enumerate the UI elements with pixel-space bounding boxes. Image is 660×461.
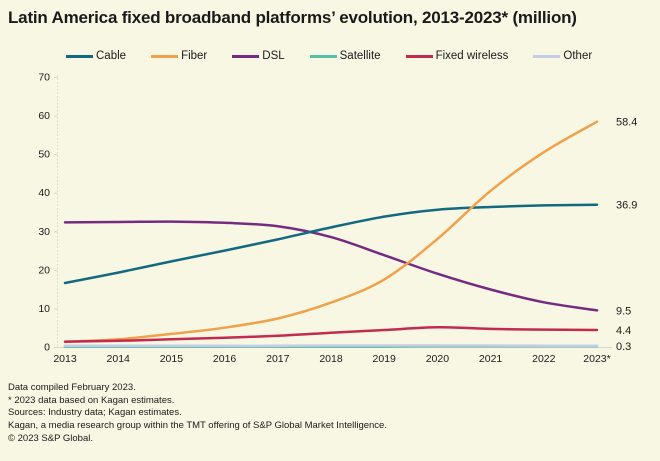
legend-swatch-other — [533, 54, 561, 58]
end-value-label-other: 0.3 — [616, 341, 631, 353]
footer-line-2: * 2023 data based on Kagan estimates. — [8, 394, 175, 406]
x-tick-label-2014: 2014 — [107, 353, 131, 365]
legend-item-cable: Cable — [66, 50, 126, 62]
footer-line-5: © 2023 S&P Global. — [8, 432, 93, 444]
end-value-label-fixed-wireless: 4.4 — [616, 325, 631, 337]
chart-title: Latin America fixed broadband platforms’… — [8, 8, 577, 27]
series-line-fixed-wireless — [63, 326, 599, 343]
x-tick-label-2019: 2019 — [373, 353, 397, 365]
y-tick-label-10: 10 — [38, 303, 50, 315]
legend-label: Cable — [96, 50, 127, 62]
x-tick-label-2015: 2015 — [160, 353, 184, 365]
x-tick-label-2017: 2017 — [266, 353, 290, 365]
legend: Cable Fiber DSL Satellite Fixed wireless Othe… — [66, 50, 592, 62]
footer-line-4: Kagan, a media research group within the… — [8, 420, 387, 432]
x-tick-label-2021: 2021 — [479, 353, 503, 365]
footer-line-1: Data compiled February 2023. — [8, 382, 136, 393]
legend-label: Fiber — [181, 50, 208, 62]
x-tick-label-2022: 2022 — [532, 353, 556, 365]
y-tick-label-40: 40 — [38, 187, 50, 199]
x-tick-label-2023: 2023* — [583, 353, 610, 365]
end-value-label-fiber: 58.4 — [616, 117, 637, 129]
legend-item-fiber: Fiber — [151, 50, 207, 62]
series-line-fiber — [63, 120, 599, 344]
y-tick-label-70: 70 — [38, 72, 50, 84]
legend-label: Other — [563, 50, 593, 62]
series-line-dsl — [63, 220, 599, 312]
legend-swatch-cable — [66, 54, 93, 58]
end-value-label-cable: 36.9 — [616, 200, 637, 212]
legend-item-dsl: DSL — [232, 50, 285, 62]
legend-swatch-fiber — [151, 54, 179, 58]
x-tick-label-2013: 2013 — [53, 353, 77, 365]
y-tick-label-30: 30 — [38, 226, 50, 238]
x-tick-label-2020: 2020 — [426, 353, 450, 365]
x-tick-label-2016: 2016 — [213, 353, 237, 365]
footer-notes: Data compiled February 2023. * 2023 data … — [8, 382, 387, 446]
legend-swatch-fixed-wireless — [405, 54, 433, 58]
legend-label: Satellite — [339, 50, 381, 62]
series-line-cable — [63, 203, 599, 285]
end-value-label-dsl: 9.5 — [616, 305, 631, 317]
footer-line-3: Sources: Industry data; Kagan estimates. — [8, 407, 182, 419]
x-tick-label-2018: 2018 — [319, 353, 343, 365]
y-tick-label-50: 50 — [38, 149, 50, 161]
legend-item-fixed-wireless: Fixed wireless — [405, 50, 509, 62]
y-tick-label-60: 60 — [38, 110, 50, 122]
legend-item-satellite: Satellite — [309, 50, 381, 62]
legend-swatch-satellite — [309, 54, 337, 58]
legend-item-other: Other — [533, 50, 592, 62]
legend-label: DSL — [262, 50, 285, 62]
legend-label: Fixed wireless — [435, 50, 509, 62]
y-tick-label-0: 0 — [44, 342, 50, 354]
legend-swatch-dsl — [232, 54, 260, 58]
line-chart: 0 10 20 30 40 50 60 70 2013 2014 2015 2016 2017 2018 2… — [38, 72, 637, 366]
y-tick-label-20: 20 — [38, 264, 50, 276]
